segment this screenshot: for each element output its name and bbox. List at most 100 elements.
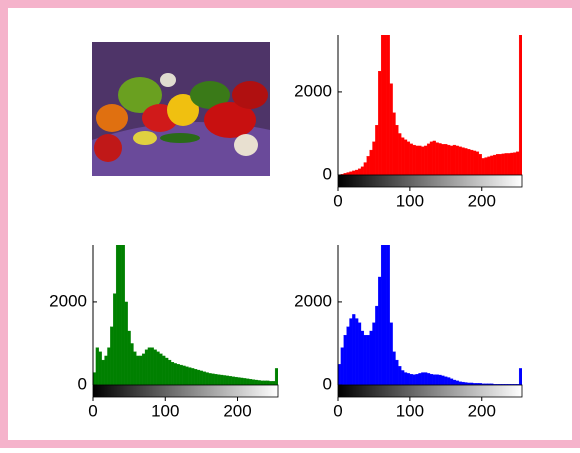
- histogram-bar: [96, 348, 99, 385]
- histogram-bar: [482, 158, 485, 175]
- x-tick-label: 200: [223, 401, 251, 420]
- histogram-bar: [113, 294, 116, 385]
- histogram-bar: [361, 331, 364, 385]
- image-pepper: [232, 81, 268, 109]
- histogram-bar: [212, 374, 215, 385]
- y-tick-label: 2000: [294, 291, 332, 310]
- histogram-bar: [447, 145, 450, 175]
- histogram-bar: [419, 373, 422, 385]
- histogram-bar: [131, 343, 134, 385]
- histogram-bar: [439, 375, 442, 385]
- histogram-bar: [502, 154, 505, 175]
- histogram-bar: [393, 352, 396, 385]
- y-tick-label: 0: [323, 164, 332, 183]
- image-pepper: [133, 131, 157, 145]
- histogram-bar: [203, 372, 206, 385]
- histogram-bar: [99, 352, 102, 385]
- histogram-bar: [488, 157, 491, 175]
- histogram-bar: [419, 146, 422, 175]
- histogram-bar: [430, 142, 433, 175]
- histogram-bar: [424, 373, 427, 385]
- histogram-bar: [465, 148, 468, 175]
- histogram-bar: [110, 327, 113, 385]
- histogram-bar: [456, 381, 459, 385]
- histogram-bar: [450, 379, 453, 385]
- histogram-bar: [232, 377, 235, 385]
- histogram-bar: [444, 377, 447, 385]
- histogram-bar: [367, 156, 370, 175]
- histogram-bar: [255, 380, 258, 385]
- histogram-bar: [459, 382, 462, 385]
- histogram-bar: [404, 140, 407, 175]
- histogram-bar: [361, 167, 364, 175]
- x-tick-label: 200: [468, 191, 496, 210]
- histogram-bar: [243, 378, 246, 385]
- x-tick-label: 100: [396, 191, 424, 210]
- histogram-bar: [387, 240, 390, 385]
- colorbar: [93, 385, 278, 397]
- histogram-bar: [508, 153, 511, 175]
- histogram-bar: [350, 172, 353, 175]
- histogram-bar: [421, 147, 424, 175]
- histogram-bar: [427, 144, 430, 175]
- histogram-bar: [261, 381, 264, 385]
- histogram-bar: [162, 356, 165, 385]
- histogram-bar: [462, 382, 465, 385]
- histogram-bar: [177, 364, 180, 385]
- histogram-bar: [436, 375, 439, 385]
- histogram-bar: [505, 153, 508, 175]
- histogram-bar: [404, 373, 407, 385]
- histogram-bar: [396, 360, 399, 385]
- histogram-bar: [453, 380, 456, 385]
- histogram-bar: [439, 143, 442, 175]
- histogram-bar: [444, 144, 447, 175]
- histogram-bar: [133, 352, 136, 385]
- x-tick-label: 200: [468, 401, 496, 420]
- histogram-bar: [159, 354, 162, 385]
- histogram-bar: [148, 348, 151, 385]
- histogram-bar: [186, 367, 189, 385]
- histogram-bar: [157, 352, 160, 385]
- histogram-bar: [171, 362, 174, 385]
- image-garlic: [234, 134, 258, 156]
- histogram-bar: [513, 153, 516, 175]
- histogram-bar: [364, 335, 367, 385]
- histogram-bar: [355, 319, 358, 385]
- histogram-bar: [352, 171, 355, 175]
- histogram-bar: [427, 373, 430, 385]
- histogram-bar: [453, 145, 456, 175]
- histogram-bar: [352, 314, 355, 385]
- image-garlic: [160, 73, 176, 87]
- histogram-bar: [358, 169, 361, 175]
- image-pepper: [96, 104, 128, 132]
- histogram-bar: [499, 154, 502, 175]
- histogram-bar: [410, 374, 413, 385]
- histogram-bar: [516, 152, 519, 175]
- histogram-bar: [370, 331, 373, 385]
- histogram-bar: [496, 154, 499, 175]
- peppers-image: [92, 42, 270, 176]
- histogram-bar: [194, 369, 197, 385]
- histogram-bar: [180, 365, 183, 385]
- histogram-bar: [470, 150, 473, 175]
- histogram-bar: [390, 84, 393, 175]
- histogram-bar: [401, 138, 404, 175]
- histogram-bar: [410, 144, 413, 175]
- histogram-bar: [122, 240, 125, 385]
- histogram-bar: [235, 377, 238, 385]
- histogram-bar: [378, 277, 381, 385]
- x-tick-label: 0: [333, 401, 342, 420]
- histogram-bar: [476, 152, 479, 175]
- histogram-bar: [246, 379, 249, 385]
- histogram-bar: [275, 368, 278, 385]
- histogram-bar: [347, 327, 350, 385]
- histogram-bar: [174, 363, 177, 385]
- x-tick-label: 100: [151, 401, 179, 420]
- histogram-bar: [200, 371, 203, 385]
- histogram-bar: [433, 141, 436, 175]
- histogram-bar: [436, 143, 439, 175]
- histogram-bar: [442, 376, 445, 385]
- histogram-bar: [183, 366, 186, 385]
- histogram-bar: [442, 144, 445, 175]
- histogram-bar: [258, 380, 261, 385]
